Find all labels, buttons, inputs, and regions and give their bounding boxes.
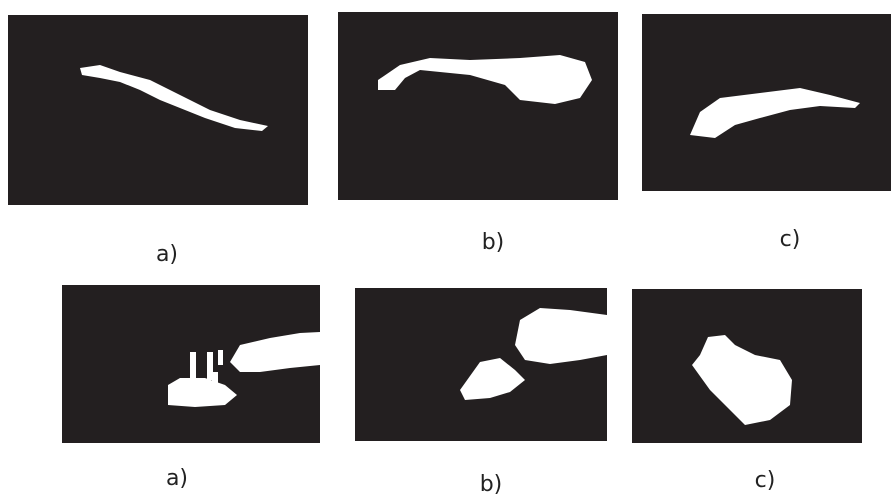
panel-label: c) bbox=[755, 468, 776, 493]
mask-image bbox=[8, 15, 308, 205]
panel: a) bbox=[62, 285, 320, 491]
panel: c) bbox=[642, 14, 891, 252]
figure: a) b) c) a) b) c) bbox=[0, 0, 891, 498]
mask-blob bbox=[190, 352, 196, 382]
mask-blob bbox=[218, 350, 223, 365]
panel-label: b) bbox=[482, 230, 505, 255]
panel-label: a) bbox=[156, 242, 178, 267]
page: a) b) c) a) b) c) (() => { const data = … bbox=[0, 0, 891, 498]
panel: a) bbox=[8, 15, 308, 267]
panel-label: a) bbox=[166, 466, 188, 491]
mask-blob bbox=[515, 308, 607, 364]
mask-image bbox=[338, 12, 618, 200]
panel-label: c) bbox=[780, 227, 801, 252]
panel-label: b) bbox=[480, 472, 503, 497]
panel: c) bbox=[632, 289, 862, 493]
mask-blob bbox=[212, 372, 218, 387]
panel: b) bbox=[355, 288, 607, 497]
panel: b) bbox=[338, 12, 618, 255]
